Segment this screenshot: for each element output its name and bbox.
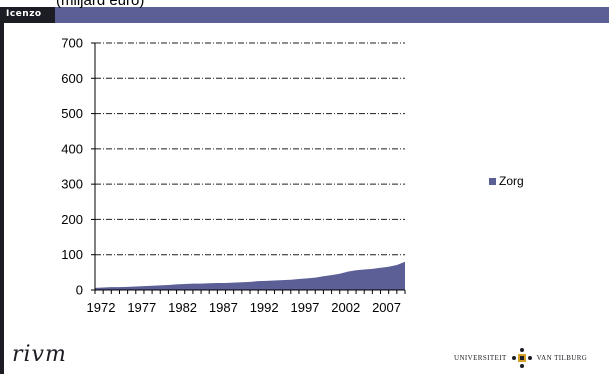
icenzo-logo: Icenzo: [0, 7, 55, 23]
y-tick-labels: 0 100 200 300 400 500 600 700: [61, 36, 83, 298]
tilburg-emblem-icon: [511, 348, 532, 368]
legend-swatch-zorg: [489, 177, 496, 185]
grid-lines: [95, 42, 405, 256]
y-tick-label: 500: [61, 106, 83, 121]
y-tick-label: 0: [76, 283, 83, 298]
y-tick-label: 700: [61, 36, 83, 51]
x-tick-label: 1992: [250, 300, 279, 315]
top-strip: [0, 0, 609, 7]
axes: [91, 42, 406, 294]
x-tick-label: 1997: [290, 300, 319, 315]
tilburg-logo-text-right: VAN TILBURG: [536, 354, 588, 362]
y-tick-label: 100: [61, 247, 83, 262]
series-area: [95, 261, 405, 290]
tilburg-logo-text-left: UNIVERSITEIT: [454, 354, 507, 362]
chart-legend: Zorg: [489, 174, 524, 188]
chart-subtitle: (miljard euro): [56, 0, 145, 9]
x-tick-label: 2007: [372, 300, 401, 315]
tilburg-university-logo: UNIVERSITEIT VAN TILBURG: [454, 347, 587, 369]
header-bar: [55, 7, 609, 23]
area-series-zorg: [95, 261, 405, 290]
left-rule: [0, 0, 4, 374]
icenzo-logo-text: Icenzo: [6, 9, 42, 19]
y-tick-label: 400: [61, 141, 83, 156]
x-tick-labels: 1972 1977 1982 1987 1992 1997 2002 2007: [87, 300, 401, 315]
x-tick-label: 1977: [127, 300, 156, 315]
x-tick-label: 2002: [331, 300, 360, 315]
y-tick-label: 600: [61, 71, 83, 86]
y-tick-label: 300: [61, 177, 83, 192]
x-tick-label: 1972: [87, 300, 116, 315]
rivm-logo: rivm: [12, 342, 67, 367]
y-tick-label: 200: [61, 212, 83, 227]
x-tick-label: 1982: [168, 300, 197, 315]
legend-label-zorg: Zorg: [499, 174, 524, 188]
x-tick-label: 1987: [209, 300, 238, 315]
